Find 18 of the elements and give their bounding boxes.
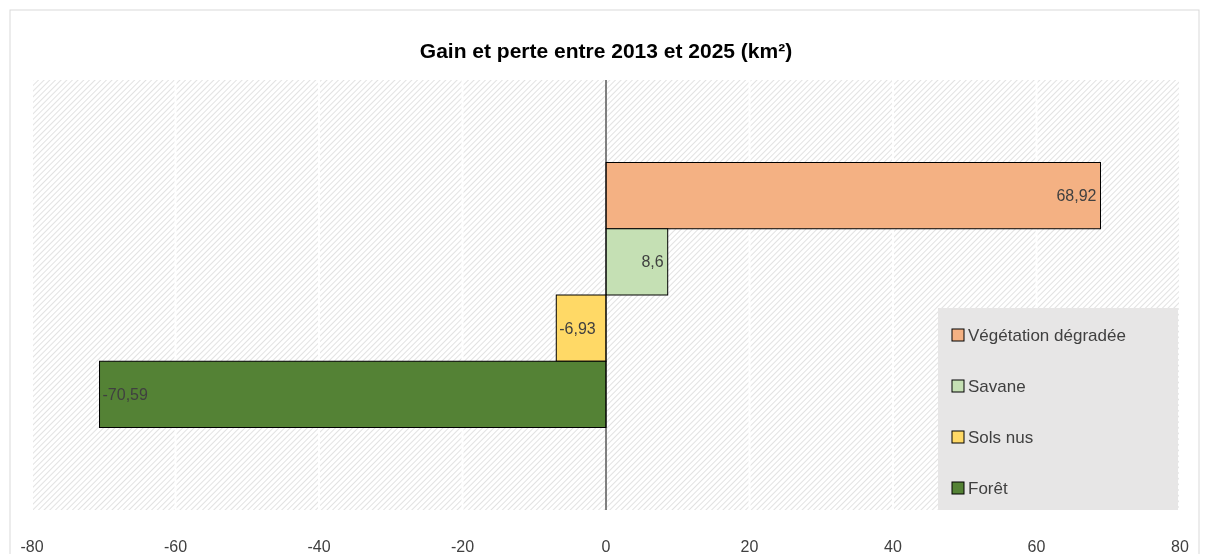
legend-label: Sols nus	[968, 427, 1034, 447]
chart-title: Gain et perte entre 2013 et 2025 (km²)	[419, 39, 793, 62]
x-tick-label: 20	[740, 538, 759, 554]
x-tick-label: -60	[163, 538, 188, 554]
x-tick-label: 80	[1171, 538, 1189, 554]
x-tick-label: -40	[307, 538, 331, 554]
legend-label: Savane	[968, 376, 1026, 396]
x-tick-label: 0	[601, 538, 611, 554]
data-label: -6,93	[559, 319, 596, 337]
x-tick-label: -80	[20, 538, 44, 554]
legend-label: Forêt	[968, 478, 1008, 498]
data-label: 8,6	[641, 253, 664, 271]
x-tick-label: 40	[884, 538, 902, 554]
legend-label: Végétation dégradée	[968, 325, 1126, 345]
x-tick-label: -20	[450, 538, 475, 554]
x-tick-label: 60	[1027, 538, 1046, 554]
data-label: 68,92	[1056, 187, 1097, 205]
data-label: -70,59	[102, 385, 148, 403]
